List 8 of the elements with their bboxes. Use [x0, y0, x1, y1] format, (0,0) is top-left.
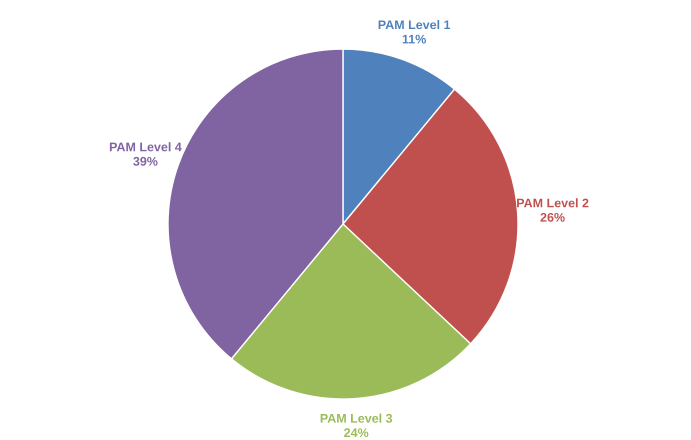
- slice-label: PAM Level 2: [517, 198, 588, 208]
- slice-label: PAM Level 4: [110, 142, 182, 152]
- data-label: 24%: [344, 428, 368, 438]
- slice-label: PAM Level 3: [320, 414, 392, 423]
- data-label: 11%: [402, 34, 426, 44]
- data-label: 39%: [133, 156, 158, 166]
- slice-label: PAM Level 1: [378, 20, 450, 30]
- data-label: 26%: [540, 212, 565, 222]
